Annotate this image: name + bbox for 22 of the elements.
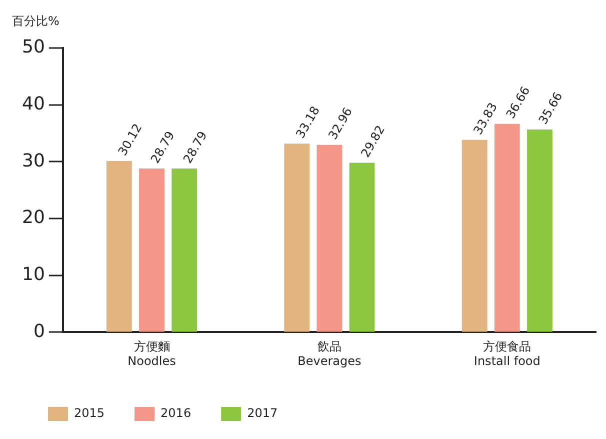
y-tick-label: 50 [22,36,45,58]
y-axis-title: 百分比% [12,14,60,28]
x-tick-label: 飲品 Beverages [298,340,362,368]
legend-label: 2017 [247,406,278,420]
y-tick-label: 30 [22,150,45,172]
bar [527,130,552,332]
bar [349,162,375,332]
y-tick-label: 10 [22,264,45,286]
bar [462,140,488,332]
y-tick-label: 40 [22,94,45,115]
bar [106,161,132,332]
legend-label: 2015 [74,406,105,420]
x-tick-label: 方便麵 Noodles [128,340,176,368]
bar [494,124,520,332]
bar [316,144,342,332]
y-tick-label: 20 [22,207,45,228]
bar [284,144,310,332]
legend-label: 2016 [160,406,192,420]
x-tick-label: 方便食品 Install food [474,340,540,368]
y-tick-label: 0 [33,320,45,342]
bar [139,168,164,332]
bar [172,168,198,332]
